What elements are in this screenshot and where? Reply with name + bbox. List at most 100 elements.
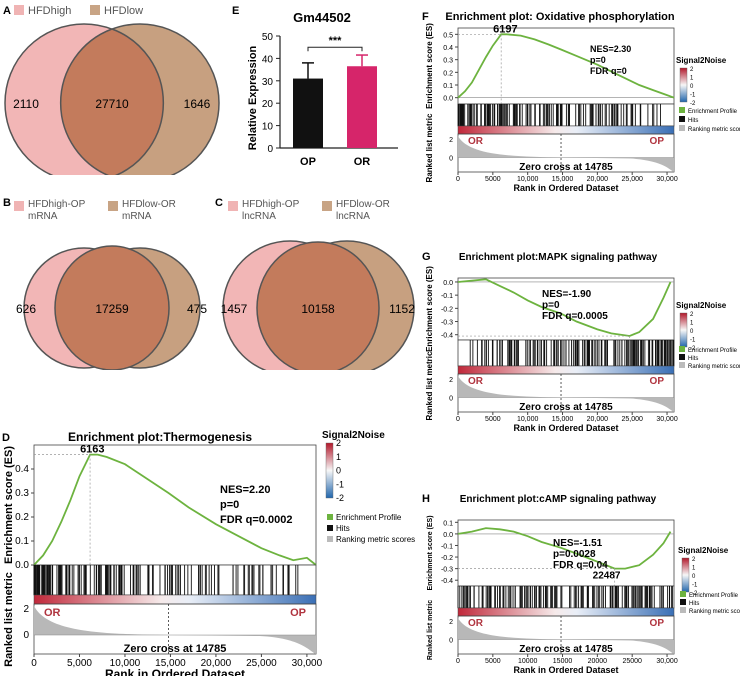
zero-cross-label: Zero cross at 14785 bbox=[124, 643, 227, 655]
zero-cross-label: Zero cross at 14785 bbox=[519, 644, 613, 655]
legend-label-hfdhigh: HFDhigh bbox=[28, 5, 71, 17]
venn-left-count: 626 bbox=[16, 302, 36, 316]
nes-stat: NES=-1.51 bbox=[553, 538, 603, 549]
signal2noise-title: Signal2Noise bbox=[676, 301, 727, 310]
significance-bracket bbox=[307, 46, 363, 52]
bar-y-tick-label: 40 bbox=[262, 54, 274, 65]
es-y-tick-label: 0.4 bbox=[443, 45, 453, 52]
legend-swatch bbox=[679, 116, 685, 122]
x-tick-label: 20000 bbox=[588, 658, 608, 665]
bar-category-label: OR bbox=[354, 156, 371, 168]
fdr-stat: FDR q=0.04 bbox=[553, 560, 608, 571]
zero-cross-label: Zero cross at 14785 bbox=[519, 402, 613, 413]
op-label: OP bbox=[650, 618, 665, 629]
legend-label: Hits bbox=[688, 118, 698, 124]
bar-or bbox=[347, 66, 377, 148]
es-y-tick-label: -0.1 bbox=[441, 543, 453, 550]
ranking-heat-bar bbox=[457, 125, 675, 135]
es-plot-frame bbox=[457, 27, 675, 105]
legend-swatch bbox=[679, 354, 685, 360]
bar-category-label: OP bbox=[300, 156, 316, 168]
panel-d: D Enrichment plot:Thermogenesis 0.4 0.3 0.2 0… bbox=[2, 430, 415, 676]
legend-swatch-hfdlow bbox=[90, 5, 100, 15]
legend-swatch bbox=[327, 536, 333, 542]
p-value-stat: p=0.0028 bbox=[553, 549, 596, 560]
legend-label: Ranking metric scores bbox=[689, 609, 740, 615]
colorbar-tick-label: -2 bbox=[690, 346, 696, 352]
legend-swatch bbox=[327, 514, 333, 520]
legend-label-hfdhigh-op-type: lncRNA bbox=[242, 211, 276, 222]
p-value-stat: p=0 bbox=[542, 300, 560, 311]
panel-c: C HFDhigh-OP lncRNA HFDlow-OR lncRNA 145… bbox=[215, 197, 415, 370]
legend-label-hfdlow: HFDlow bbox=[104, 5, 143, 17]
panel-letter-b: B bbox=[3, 197, 11, 209]
x-tick-label: 0 bbox=[456, 176, 460, 183]
nes-stat: NES=2.20 bbox=[220, 484, 270, 496]
or-label: OR bbox=[468, 376, 484, 387]
signal2noise-title: Signal2Noise bbox=[322, 430, 385, 441]
colorbar-tick-label: 2 bbox=[692, 557, 696, 563]
x-tick-label: 5000 bbox=[485, 658, 501, 665]
es-y-tick-label: -0.1 bbox=[441, 293, 453, 300]
legend-label-hfdlow-or-type: mRNA bbox=[122, 211, 152, 222]
bar-chart-ylabel: Relative Expression bbox=[247, 45, 259, 150]
es-y-tick-label: -0.4 bbox=[441, 333, 453, 340]
panel-a: A HFDhigh HFDlow 2110 27710 1646 bbox=[3, 5, 220, 175]
panel-g: G Enrichment plot:MAPK signaling pathway 0… bbox=[422, 251, 740, 432]
x-tick-label: 20,000 bbox=[587, 416, 609, 423]
legend-label-hfdlow-or: HFDlow-OR bbox=[122, 199, 176, 210]
rank-y-tick-label: 0 bbox=[23, 630, 29, 641]
legend-label: Ranking metric scores bbox=[688, 127, 740, 133]
legend-label: Ranking metric scores bbox=[336, 535, 415, 544]
x-tick-label: 25,000 bbox=[621, 416, 643, 423]
x-tick-label: 15,000 bbox=[552, 416, 574, 423]
x-tick-label: 0 bbox=[456, 416, 460, 423]
panel-h: H Enrichment plot:cAMP signaling pathway 0… bbox=[422, 493, 740, 675]
venn-left-count: 2110 bbox=[13, 97, 39, 111]
colorbar-tick-label: -1 bbox=[690, 338, 696, 344]
rank-y-tick-label: 0 bbox=[449, 638, 453, 645]
hits-barcode bbox=[457, 586, 673, 608]
enrichment-profile-line bbox=[457, 527, 672, 570]
significance-stars: *** bbox=[329, 35, 343, 47]
legend-swatch bbox=[680, 607, 686, 613]
ranking-heat-bar bbox=[457, 607, 675, 617]
or-label: OR bbox=[468, 618, 484, 629]
legend-swatch bbox=[679, 107, 685, 113]
ranking-heat-bar bbox=[33, 594, 317, 605]
op-label: OP bbox=[650, 376, 665, 387]
op-label: OP bbox=[650, 136, 665, 147]
x-tick-label: 15,000 bbox=[552, 176, 574, 183]
venn-overlap-count: 10158 bbox=[301, 302, 335, 316]
legend-swatch-hfdlow-or bbox=[322, 201, 332, 211]
colorbar-tick-label: -1 bbox=[690, 93, 696, 99]
x-tick-label: 15000 bbox=[553, 658, 573, 665]
es-y-tick-label: 0.0 bbox=[443, 96, 453, 103]
x-axis-label: Rank in Ordered Dataset bbox=[513, 183, 618, 192]
legend-label-hfdlow-or-type: lncRNA bbox=[336, 211, 370, 222]
legend-swatch bbox=[680, 599, 686, 605]
p-value-stat: p=0 bbox=[590, 55, 606, 65]
colorbar-tick-label: 0 bbox=[690, 329, 694, 335]
es-y-tick-label: 0.4 bbox=[15, 464, 29, 475]
es-y-tick-label: 0.1 bbox=[443, 83, 453, 90]
legend-label: Hits bbox=[689, 601, 699, 607]
gsea-title: Enrichment plot:Thermogenesis bbox=[68, 430, 252, 444]
bar-y-tick-label: 20 bbox=[262, 99, 274, 110]
venn-overlap-count: 27710 bbox=[95, 97, 129, 111]
colorbar-tick-label: 2 bbox=[336, 438, 341, 448]
colorbar-tick-label: -1 bbox=[336, 479, 344, 489]
bar-y-tick-label: 30 bbox=[262, 77, 274, 88]
bar-op bbox=[293, 78, 323, 148]
es-y-axis-label: Enrichment score (ES) bbox=[425, 23, 434, 109]
op-label: OP bbox=[290, 607, 306, 619]
colorbar-tick-label: 1 bbox=[690, 76, 694, 82]
legend-label-hfdhigh-op: HFDhigh-OP bbox=[28, 199, 86, 210]
panel-letter-h: H bbox=[422, 493, 430, 505]
rank-y-axis-label: Ranked list metric bbox=[425, 351, 434, 420]
es-plot-frame bbox=[33, 444, 317, 566]
legend-swatch bbox=[680, 591, 686, 597]
panel-letter-a: A bbox=[3, 5, 11, 17]
fdr-stat: FDR q=0 bbox=[590, 66, 627, 76]
fdr-stat: FDR q=0.0005 bbox=[542, 311, 608, 322]
